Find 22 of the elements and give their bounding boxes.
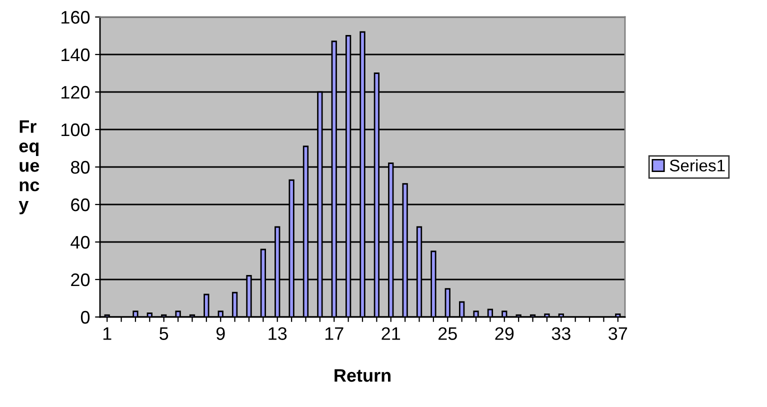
x-tick-label: 17	[325, 327, 344, 340]
y-tick-label: 120	[62, 86, 90, 99]
x-tick-label: 5	[160, 327, 168, 340]
x-axis-title: Return	[334, 369, 390, 382]
x-tick-label: 13	[268, 327, 287, 340]
legend-label: Series1	[670, 159, 725, 172]
y-tick-label: 0	[80, 310, 90, 324]
y-tick-label: 60	[71, 198, 90, 212]
y-axis-title: Frequency	[18, 120, 40, 214]
y-tick-label: 40	[70, 236, 90, 249]
y-tick-label: 140	[62, 48, 90, 62]
x-tick-label: 25	[438, 327, 457, 340]
x-tick-label: 9	[216, 327, 225, 340]
y-tick-label: 20	[71, 273, 90, 286]
x-tick-label: 37	[608, 327, 628, 340]
x-tick-label: 21	[382, 327, 400, 340]
y-tick-label: 80	[70, 160, 90, 174]
x-tick-label: 1	[103, 327, 112, 340]
x-tick-label: 33	[552, 327, 570, 340]
y-tick-label: 160	[62, 10, 90, 24]
y-tick-label: 100	[62, 123, 90, 136]
x-tick-label: 29	[495, 327, 514, 340]
